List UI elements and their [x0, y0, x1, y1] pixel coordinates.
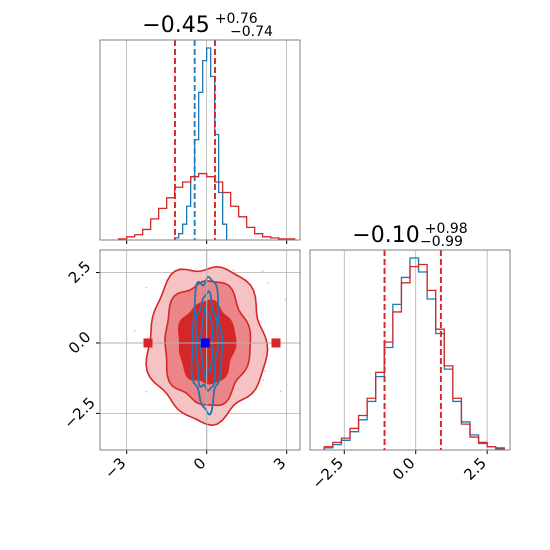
- tl-series-0-step: [174, 47, 228, 240]
- title-param2-lower-text: −0.99: [420, 234, 463, 250]
- sample-point: [262, 379, 265, 381]
- title-param2: −0.10 +0.98: [352, 221, 467, 248]
- br-frame: [309, 249, 511, 451]
- title-param1-lower-text: −0.74: [230, 24, 273, 40]
- br-series-0-step: [323, 257, 505, 450]
- bl-xtick-label: 3: [270, 454, 289, 473]
- title-param2-median: −0.10: [352, 223, 419, 248]
- histogram-param2: −2.5 0.0 2.5: [309, 249, 511, 493]
- bl-ytick-label: −2.5: [60, 394, 98, 432]
- title-param1-upper: +0.76: [215, 11, 258, 27]
- br-xtick-label: −2.5: [309, 454, 347, 492]
- sample-point: [261, 270, 264, 273]
- bl-plot-area: [100, 235, 332, 450]
- sample-point: [145, 390, 148, 393]
- sample-point: [133, 329, 136, 332]
- tl-frame: [99, 39, 301, 241]
- sample-point: [279, 390, 282, 393]
- sample-point: [330, 330, 332, 332]
- br-xtick-label: 0.0: [389, 454, 419, 484]
- title-param1-median: −0.45: [142, 13, 209, 38]
- bl-ytick-label: 2.5: [65, 257, 95, 287]
- scatter-contour-panel: −3 0 3 −2.5 0.0 2.5: [60, 235, 332, 482]
- bl-frame: [99, 249, 301, 451]
- sample-point: [284, 298, 287, 301]
- sample-point: [189, 235, 191, 237]
- histogram-param1: [99, 39, 301, 244]
- sample-point: [264, 370, 266, 372]
- marker-2: [271, 338, 281, 348]
- marker-1: [143, 338, 153, 348]
- title-param2-upper: +0.98: [425, 221, 468, 237]
- bl-ytick-label: 0.0: [65, 328, 95, 358]
- bl-xtick-label: 0: [190, 454, 209, 473]
- sample-point: [267, 282, 270, 285]
- tl-series-1-step: [118, 172, 296, 240]
- sample-point: [140, 248, 142, 250]
- bl-xtick-label: −3: [101, 454, 129, 482]
- title-param1: −0.45 +0.76: [142, 11, 258, 38]
- marker-0: [200, 338, 210, 348]
- sample-point: [145, 286, 148, 289]
- br-series-1-step: [323, 263, 505, 450]
- br-xtick-label: 2.5: [460, 454, 490, 484]
- sample-point: [232, 269, 235, 271]
